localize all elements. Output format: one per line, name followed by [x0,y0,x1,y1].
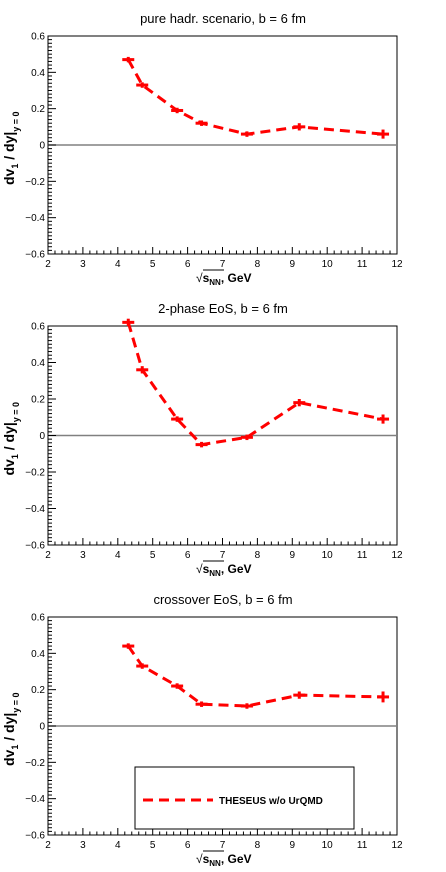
y-tick-label: 0.6 [31,322,45,333]
y-tick-label: −0.2 [25,177,45,188]
x-tick-label: 3 [80,840,86,851]
y-tick-label: 0.2 [31,685,45,696]
x-tick-label: 2 [45,259,51,270]
x-tick-label: 11 [357,550,368,561]
x-tick-label: 5 [150,840,156,851]
x-tick-label: 12 [391,840,403,851]
x-tick-label: 8 [255,550,261,561]
y-tick-label: 0 [39,722,45,733]
x-tick-label: 7 [220,840,226,851]
x-tick-label: 5 [150,259,156,270]
legend-box [134,766,355,830]
y-axis-label: dv1 / dy|y = 0 [1,111,21,185]
x-axis-label: √sNN, GeV [196,562,252,578]
x-tick-label: 10 [322,259,334,270]
x-tick-label: 2 [45,840,51,851]
series-line [126,321,384,447]
y-tick-label: 0.4 [31,649,45,660]
y-tick-label: −0.4 [25,504,45,515]
series-line [126,58,384,136]
x-tick-label: 9 [290,259,296,270]
y-tick-label: 0.6 [31,613,45,624]
x-tick-label: 9 [290,840,296,851]
y-tick-label: 0 [39,431,45,442]
y-tick-label: 0 [39,141,45,152]
y-tick-label: −0.2 [25,468,45,479]
x-tick-label: 7 [220,550,226,561]
x-tick-label: 3 [80,259,86,270]
x-tick-label: 10 [322,550,334,561]
y-axis-label: dv1 / dy|y = 0 [1,692,21,766]
x-tick-label: 6 [185,259,191,270]
y-tick-label: −0.2 [25,758,45,769]
y-tick-label: 0.2 [31,104,45,115]
y-tick-label: −0.6 [25,831,45,842]
y-tick-label: 0.6 [31,32,45,43]
chart-panel-2: 2-phase EoS, b = 6 fm 2 3 4 5 6 7 8 9 10 11 12 −0.6 −… [1,301,403,578]
x-tick-label: 7 [220,259,226,270]
x-tick-label: 4 [115,550,121,561]
series-line [127,645,384,708]
x-tick-label: 5 [150,550,156,561]
x-tick-label: 10 [322,840,334,851]
chart-panel-3: crossover EoS, b = 6 fm 2 3 4 5 6 7 8 9 10 11 12 −0.… [1,592,403,868]
chart-title: crossover EoS, b = 6 fm [153,592,292,607]
y-tick-label: −0.6 [25,250,45,261]
x-axis-label: √sNN, GeV [196,271,252,287]
x-tick-label: 8 [255,259,261,270]
x-tick-label: 11 [357,259,368,270]
chart-panel-1: pure hadr. scenario, b = 6 fm 2 3 4 5 6 7 8 9 10 1… [1,11,403,287]
x-tick-label: 6 [185,550,191,561]
x-tick-label: 8 [255,840,261,851]
y-tick-label: 0.4 [31,68,45,79]
chart-title: pure hadr. scenario, b = 6 fm [140,11,306,26]
x-tick-label: 2 [45,550,51,561]
y-tick-label: −0.4 [25,213,45,224]
y-axis-label: dv1 / dy|y = 0 [1,402,21,476]
chart-title: 2-phase EoS, b = 6 fm [158,301,288,316]
y-tick-label: −0.4 [25,794,45,805]
x-tick-label: 4 [115,259,121,270]
legend: THESEUS w/o UrQMD [134,766,355,830]
y-tick-label: 0.4 [31,358,45,369]
x-tick-label: 12 [391,259,403,270]
y-tick-label: −0.6 [25,541,45,552]
legend-label: THESEUS w/o UrQMD [219,796,323,807]
x-tick-label: 6 [185,840,191,851]
y-tick-label: 0.2 [31,395,45,406]
x-axis-label: √sNN, GeV [196,852,252,868]
x-tick-label: 9 [290,550,296,561]
x-tick-label: 3 [80,550,86,561]
x-tick-label: 11 [357,840,368,851]
x-tick-label: 12 [391,550,403,561]
x-tick-label: 4 [115,840,121,851]
